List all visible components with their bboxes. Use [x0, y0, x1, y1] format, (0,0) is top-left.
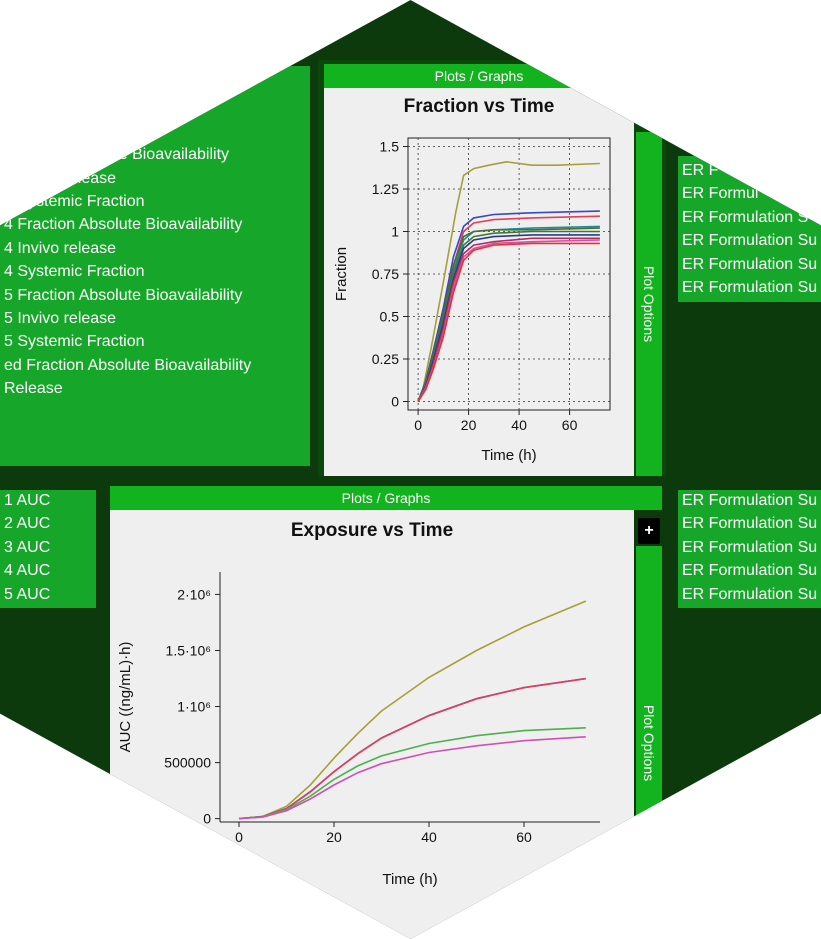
list-item[interactable]: ER F — [682, 162, 719, 179]
left-output-list[interactable]: ute Bioavailability release emic Fraction F… — [0, 66, 310, 466]
list-item[interactable]: 4 Invivo release — [4, 239, 117, 257]
list-item[interactable]: ER Formulation Su — [682, 492, 818, 509]
x-tick-label: 60 — [562, 417, 578, 433]
list-item[interactable]: ed Fraction Absolute Bioavailability — [4, 356, 252, 374]
x-tick-label: 60 — [516, 829, 532, 845]
y-tick-label: 0 — [391, 394, 399, 410]
list-item[interactable]: ER Formulation S — [682, 208, 809, 226]
bottom-plot-options-label: Plot Options — [641, 704, 657, 781]
y-tick-label: 0.75 — [372, 266, 399, 282]
list-item[interactable]: 1 AUC — [4, 492, 51, 509]
list-item[interactable]: 4 AUC — [4, 562, 51, 580]
top-plots-header-label: Plots / Graphs — [434, 68, 524, 84]
list-item[interactable]: 5 Systemic Fraction — [4, 333, 145, 351]
list-item[interactable]: ER Formulation Su — [682, 585, 818, 603]
y-tick-label: 1.5·10⁶ — [166, 642, 211, 658]
list-item[interactable]: 4 Systemic Fraction — [4, 263, 145, 281]
right-output-list[interactable]: ER F ER Formul ER Formulation S ER Formulat… — [678, 156, 821, 302]
list-item[interactable]: release — [4, 99, 57, 117]
list-item[interactable]: 5 Fraction Absolute Bioavailability — [4, 286, 243, 304]
list-item[interactable]: ER Formul — [682, 185, 759, 203]
y-axis-label: AUC ((ng/mL)·h) — [117, 642, 134, 753]
list-item[interactable]: ute Bioavailability — [4, 76, 128, 93]
top-plot-options-tab[interactable]: Plot Options — [636, 132, 662, 476]
right-bottom-list[interactable]: ER Formulation Su ER Formulation Su ER For… — [678, 490, 821, 608]
fraction-plot-area[interactable]: Fraction vs Time 0 20 40 60 0 0.25 0.5 0.75 1 1.25… — [324, 88, 634, 476]
left-auc-list[interactable]: 1 AUC 2 AUC 3 AUC 4 AUC 5 AUC — [0, 490, 96, 608]
x-tick-label: 40 — [421, 829, 437, 845]
list-item[interactable]: Fraction Absolute Bioavailability — [4, 146, 230, 164]
bottom-plots-header[interactable]: Plots / Graphs — [110, 486, 662, 510]
list-item[interactable]: emic Fraction — [4, 122, 101, 140]
x-tick-label: 20 — [461, 417, 477, 433]
list-item[interactable]: ER Formulation Su — [682, 255, 818, 273]
list-item[interactable]: 5 AUC — [4, 585, 51, 603]
series-line — [417, 227, 600, 402]
list-item[interactable]: Release — [4, 380, 63, 398]
y-tick-label: 1 — [391, 224, 399, 240]
series-line — [238, 727, 586, 820]
plus-icon: + — [644, 522, 654, 539]
x-axis-label: Time (h) — [382, 871, 437, 888]
y-tick-label: 0.25 — [372, 351, 399, 367]
list-item[interactable]: 2 AUC — [4, 515, 51, 533]
fraction-vs-time-chart[interactable]: Fraction vs Time 0 20 40 60 0 0.25 0.5 0.75 1 1.25… — [324, 88, 634, 476]
list-item[interactable]: ER Formulation Su — [682, 232, 818, 250]
list-item[interactable]: 4 Fraction Absolute Bioavailability — [4, 216, 243, 234]
series-line — [417, 239, 600, 402]
bottom-plot-options-tab[interactable]: Plot Options — [636, 546, 662, 939]
y-tick-label: 500000 — [164, 755, 211, 771]
list-item[interactable]: 3 Invivo release — [4, 169, 117, 187]
top-plots-header[interactable]: Plots / Graphs — [324, 64, 634, 88]
list-item[interactable]: ER Formulation Su — [682, 279, 818, 296]
chart-title: Fraction vs Time — [404, 96, 555, 117]
y-tick-label: 1.5 — [380, 139, 400, 155]
top-plot-options-label: Plot Options — [641, 265, 657, 343]
bottom-plots-header-label: Plots / Graphs — [341, 490, 431, 506]
series-line — [238, 600, 587, 820]
list-item[interactable]: 3 AUC — [4, 538, 51, 556]
y-tick-label: 0.5 — [380, 309, 400, 325]
y-tick-label: 0 — [203, 811, 211, 827]
chart-title: Exposure vs Time — [291, 520, 453, 541]
list-item[interactable]: ER Formulation Su — [682, 538, 818, 556]
series-line — [417, 237, 600, 402]
x-tick-label: 0 — [414, 417, 422, 433]
exposure-vs-time-chart[interactable]: Exposure vs Time 0 20 40 60 0 500000 1·10⁶ 1.5·1… — [110, 510, 634, 939]
y-axis-label: Fraction — [333, 247, 350, 301]
list-item[interactable]: ER Formulation Su — [682, 562, 818, 580]
series-line — [417, 160, 600, 402]
expand-plus-button[interactable]: + — [638, 518, 660, 544]
y-tick-label: 1·10⁶ — [177, 699, 211, 715]
list-item[interactable]: ER Formulation Su — [682, 515, 818, 533]
series-line — [417, 242, 600, 402]
x-tick-label: 0 — [235, 829, 243, 845]
x-tick-label: 40 — [511, 417, 527, 433]
x-tick-label: 20 — [326, 829, 342, 845]
list-item[interactable]: 5 Invivo release — [4, 310, 117, 327]
exposure-plot-area[interactable]: Exposure vs Time 0 20 40 60 0 500000 1·10⁶ 1.5·1… — [110, 510, 634, 939]
y-tick-label: 2·10⁶ — [177, 586, 211, 602]
list-item[interactable]: 3 Systemic Fraction — [4, 193, 145, 210]
y-tick-label: 1.25 — [372, 181, 399, 197]
series-line — [238, 736, 586, 820]
x-axis-label: Time (h) — [481, 447, 536, 464]
